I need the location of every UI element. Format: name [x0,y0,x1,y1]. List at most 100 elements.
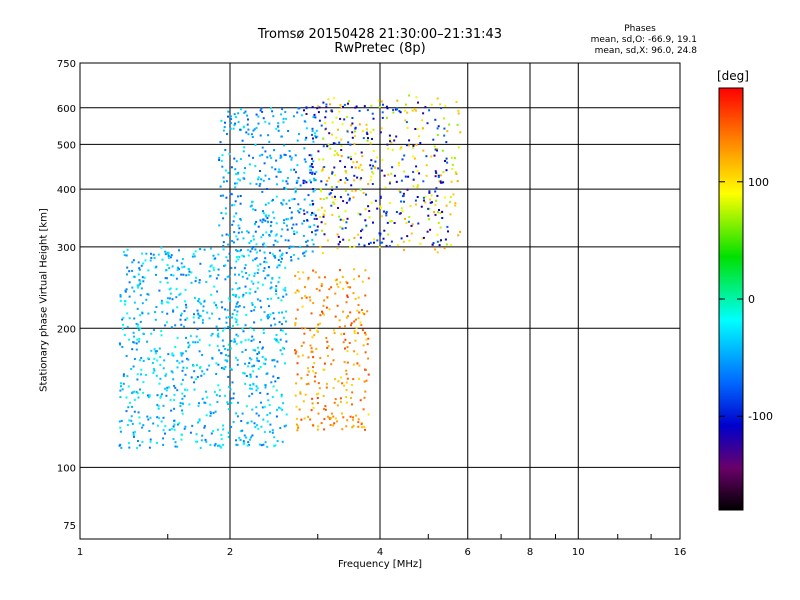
data-point [310,312,313,315]
data-point [224,149,227,151]
data-point [245,405,248,408]
data-point [186,357,188,360]
data-point [386,221,389,224]
data-point [343,332,346,335]
data-point [350,158,353,161]
data-point [227,354,230,357]
data-point [334,378,337,381]
data-point [262,212,265,215]
data-point [132,331,135,334]
data-point [380,169,383,172]
data-point [444,160,446,162]
data-point [210,334,213,337]
data-point [436,134,439,136]
data-point [131,348,134,351]
data-point [340,138,343,141]
data-point [248,362,251,365]
data-point [247,338,250,341]
data-point [145,298,148,301]
data-point [279,427,282,429]
data-point [336,304,339,307]
data-point [137,440,139,442]
data-point [229,300,232,302]
data-point [298,245,301,248]
data-point [150,257,153,259]
data-point [445,169,448,172]
data-point [250,339,253,342]
data-point [305,136,308,139]
data-point [208,275,211,278]
data-point [342,238,345,241]
data-point [411,109,414,112]
data-point [400,200,403,203]
data-point [374,199,377,202]
data-point [273,317,276,320]
data-point [436,233,439,236]
data-point [364,219,367,222]
data-point [147,293,150,296]
data-point [413,108,416,111]
data-point [147,312,150,315]
data-point [192,316,195,319]
data-point [150,349,153,352]
data-point [404,119,407,122]
data-point [355,161,358,163]
data-point [337,154,340,156]
data-point [300,114,303,117]
data-point [372,128,375,131]
data-point [280,113,282,116]
data-point [205,440,208,443]
data-point [342,341,345,344]
data-point [283,222,286,225]
data-point [234,317,237,320]
data-point [238,255,241,258]
data-point [222,329,224,332]
data-point [326,340,329,343]
data-point [365,193,367,196]
data-point [165,269,168,271]
data-point [264,357,267,360]
data-point [240,108,242,111]
data-point [265,215,268,218]
data-point [141,440,144,443]
data-point [173,399,176,402]
data-point [249,387,252,390]
data-point [241,139,244,142]
data-point [119,294,122,297]
data-point [292,253,295,256]
data-point [255,126,258,129]
data-point [162,404,165,407]
chart-title: Tromsø 20150428 21:30:00–21:31:43 [257,27,503,42]
x-tick-label: 10 [572,547,585,558]
data-point [254,209,257,212]
colorbar-tick-label: -100 [748,410,773,423]
data-point [408,94,411,97]
data-point [322,101,325,104]
data-point [173,428,176,431]
data-point [340,149,343,151]
data-point [324,222,327,225]
data-point [239,218,242,220]
data-point [199,366,201,369]
data-point [294,352,297,355]
data-point [176,259,179,262]
data-point [234,273,236,276]
data-point [159,377,162,380]
data-point [212,411,215,414]
data-point [339,160,342,163]
data-point [236,301,239,304]
data-point [408,144,410,147]
data-point [171,298,174,301]
data-point [133,398,136,401]
data-point [305,106,308,109]
data-point [304,295,307,297]
data-point [201,370,204,373]
data-point [196,309,199,312]
data-point [338,110,341,113]
data-point [352,424,355,427]
data-point [250,204,253,207]
data-point [365,131,368,134]
data-point [449,196,452,198]
data-point [346,296,349,299]
data-point [255,257,258,260]
